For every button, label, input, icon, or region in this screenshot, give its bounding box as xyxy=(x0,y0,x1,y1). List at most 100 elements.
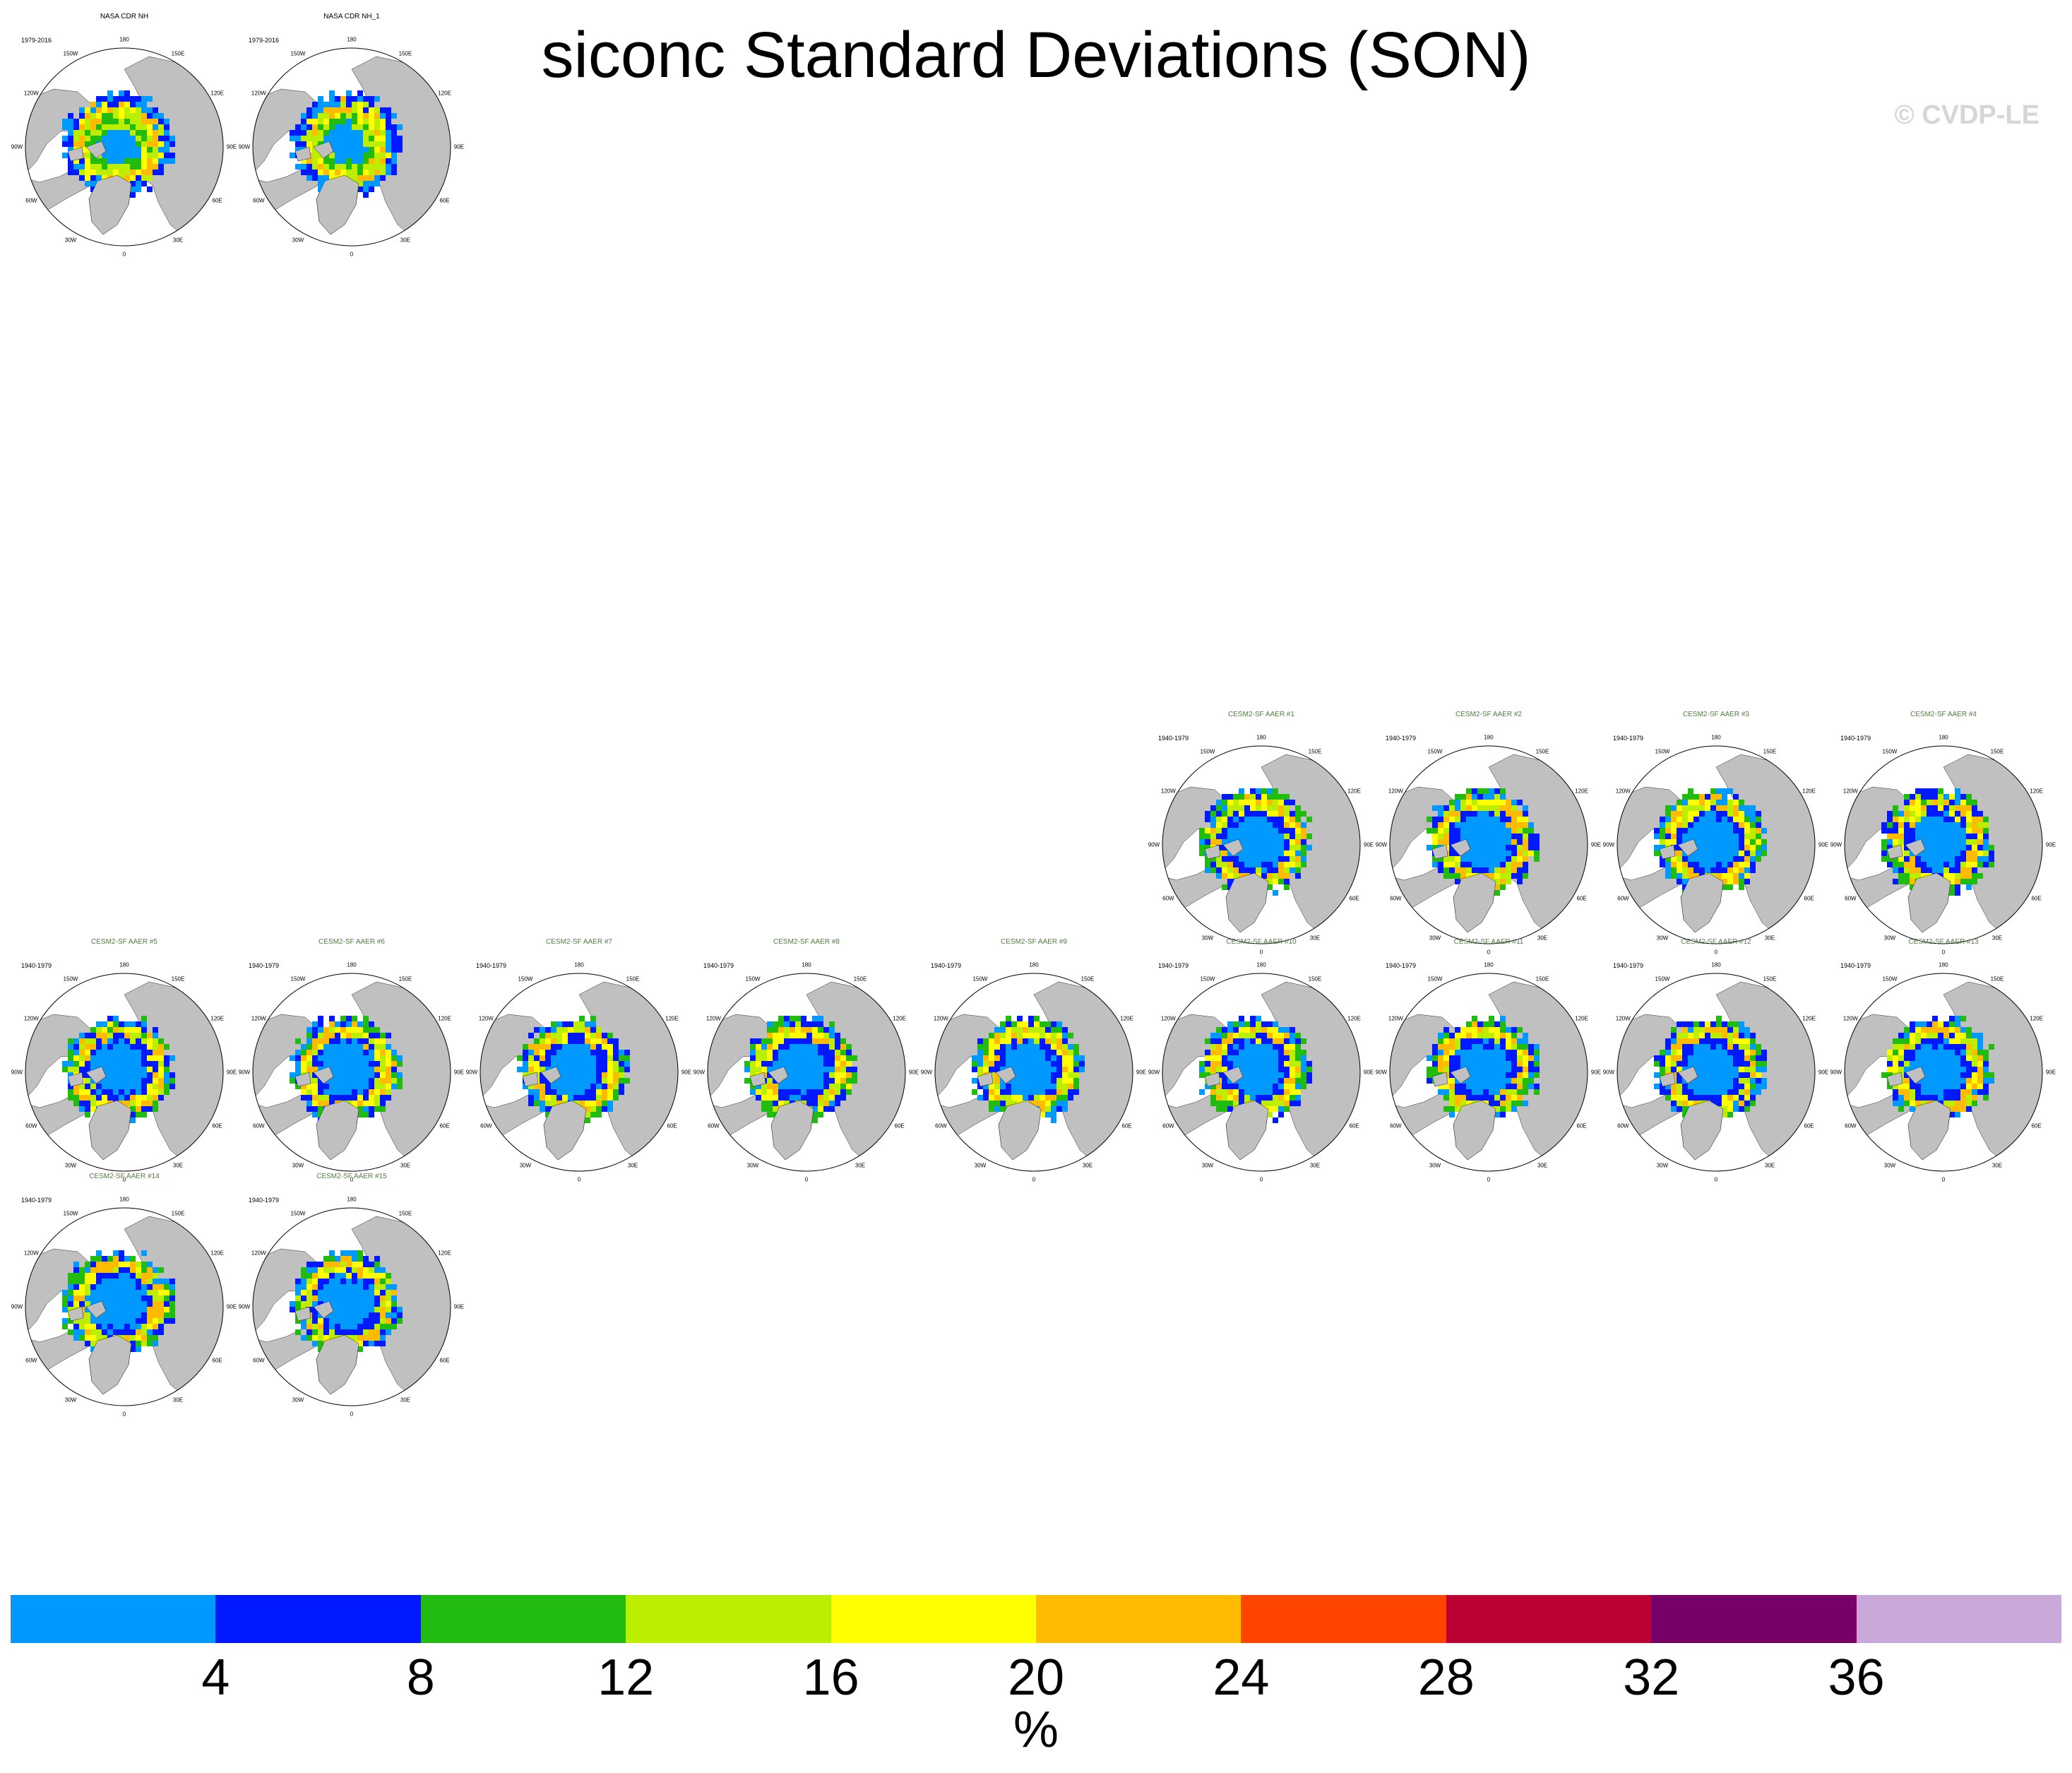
ice-cell xyxy=(96,1335,102,1341)
ice-cell xyxy=(1705,800,1710,805)
panel-title: NASA CDR NH_1 xyxy=(323,13,380,20)
longitude-label: 90W xyxy=(1602,1069,1615,1076)
land-mass xyxy=(1680,1100,1724,1161)
page-title: siconc Standard Deviations (SON) xyxy=(541,19,1531,91)
ice-cell xyxy=(562,1027,568,1033)
map-boundary xyxy=(1162,973,1361,1172)
ice-cell xyxy=(1949,1072,1955,1078)
ice-cell xyxy=(312,1273,318,1279)
ice-cell xyxy=(136,158,141,164)
longitude-label: 60W xyxy=(1617,1122,1629,1129)
ice-cell xyxy=(96,113,102,119)
ice-cell xyxy=(761,1044,767,1050)
ice-cell xyxy=(1722,1050,1727,1055)
ice-cell xyxy=(1756,1067,1761,1072)
ice-cell xyxy=(750,1067,756,1072)
ice-cell xyxy=(1205,834,1210,839)
ice-cell xyxy=(1938,1033,1943,1038)
ice-cell xyxy=(1716,828,1722,834)
ice-cell xyxy=(1056,1038,1062,1044)
ice-cell xyxy=(107,124,113,130)
ice-cell xyxy=(130,170,136,175)
ice-cell xyxy=(1977,1084,1983,1089)
ice-cell xyxy=(1915,794,1921,800)
ice-cell xyxy=(1045,1084,1051,1089)
ice-cell xyxy=(1983,834,1989,839)
ice-cell xyxy=(1449,1084,1455,1089)
ice-cell xyxy=(318,153,323,158)
ice-cell xyxy=(1489,788,1494,794)
ice-cell xyxy=(312,1267,318,1273)
ice-cell xyxy=(750,1038,756,1044)
ice-cell xyxy=(312,1072,318,1078)
ice-cell xyxy=(1898,873,1904,879)
ice-cell xyxy=(363,136,369,141)
ice-cell xyxy=(1432,1061,1438,1067)
ice-cell xyxy=(1239,834,1244,839)
ice-cell xyxy=(1210,1061,1216,1067)
ice-cell xyxy=(1284,822,1290,828)
ice-cell xyxy=(619,1072,624,1078)
ice-cell xyxy=(1455,867,1460,873)
longitude-label: 180 xyxy=(1711,734,1721,741)
ice-cell xyxy=(147,1101,153,1106)
land-mass xyxy=(977,1072,994,1087)
ice-cell xyxy=(812,1112,818,1117)
ice-cell xyxy=(1056,1061,1062,1067)
ice-cell xyxy=(829,1106,835,1112)
ice-cell xyxy=(1301,1078,1306,1084)
ice-cell xyxy=(1273,862,1278,867)
ice-cell xyxy=(1517,1038,1523,1044)
ice-cell xyxy=(1949,822,1955,828)
longitude-label: 90E xyxy=(1818,841,1829,848)
ice-cell xyxy=(158,1061,164,1067)
ice-cell xyxy=(363,107,369,113)
ice-cell xyxy=(164,1279,169,1284)
ice-cell xyxy=(1710,834,1716,839)
ice-cell xyxy=(534,1044,540,1050)
ice-cell xyxy=(363,1106,369,1112)
ice-cell xyxy=(1699,834,1705,839)
ice-cell xyxy=(113,107,119,113)
ice-cell xyxy=(306,1044,312,1050)
ice-cell xyxy=(119,102,124,107)
ice-cell xyxy=(1506,873,1511,879)
ice-cell xyxy=(1682,1089,1688,1095)
ice-cell xyxy=(1688,1033,1693,1038)
ice-cell xyxy=(136,1312,141,1318)
ice-cell xyxy=(363,164,369,170)
land-mass xyxy=(1907,1100,1951,1161)
land-mass xyxy=(316,174,359,235)
ice-cell xyxy=(1427,1067,1432,1072)
ice-cell xyxy=(329,96,335,102)
ice-cell xyxy=(1427,1055,1432,1061)
ice-cell xyxy=(306,1089,312,1095)
ice-cell xyxy=(158,1050,164,1055)
ice-cell xyxy=(113,1284,119,1290)
ice-cell xyxy=(556,1084,562,1089)
ice-cell xyxy=(596,1106,602,1112)
ice-cell xyxy=(113,1027,119,1033)
ice-cell xyxy=(1699,1072,1705,1078)
ice-cell xyxy=(1006,1055,1011,1061)
ice-cell xyxy=(119,1021,124,1027)
ice-cell xyxy=(312,153,318,158)
ice-cell xyxy=(335,153,340,158)
ice-cell xyxy=(329,107,335,113)
ice-cell xyxy=(1744,845,1750,850)
ice-cell xyxy=(1887,862,1893,867)
ice-cell xyxy=(1273,850,1278,856)
ice-cell xyxy=(386,158,391,164)
ice-cell xyxy=(602,1061,607,1067)
ice-cell xyxy=(1017,1021,1023,1027)
ice-cell xyxy=(573,1084,579,1089)
ice-cell xyxy=(102,1295,107,1301)
panel-period: 1940-1979 xyxy=(1840,962,1871,969)
ice-cell xyxy=(1466,850,1472,856)
ice-cell xyxy=(1893,856,1898,862)
ice-cell xyxy=(147,1067,153,1072)
ice-cell xyxy=(62,1290,68,1295)
ice-cell xyxy=(85,1050,90,1055)
longitude-label: 150E xyxy=(398,976,412,983)
ice-cell xyxy=(323,102,329,107)
